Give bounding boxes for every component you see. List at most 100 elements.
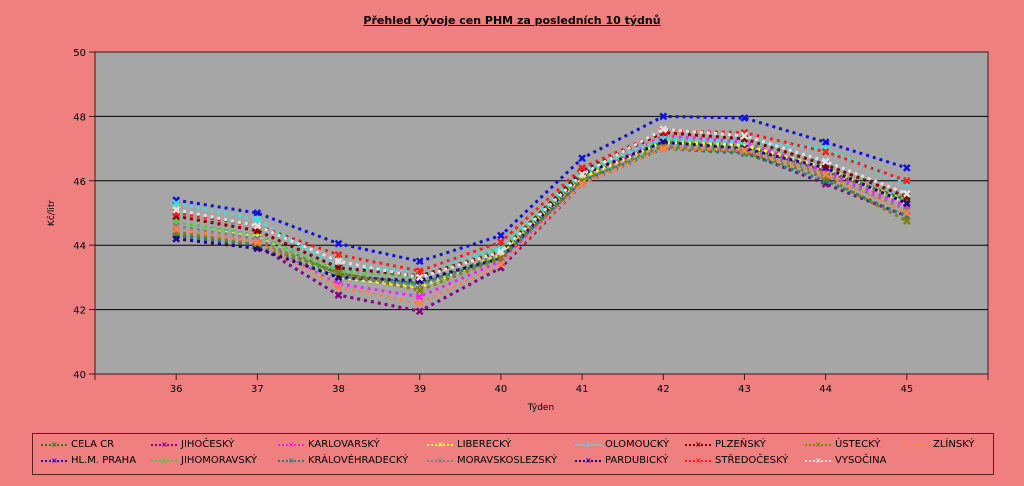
legend-item: × MORAVSKOSLEZSKÝ — [427, 455, 557, 466]
series-line — [175, 137, 908, 279]
legend-swatch-icon: × — [427, 456, 453, 465]
data-point — [334, 268, 343, 277]
legend-swatch-icon: × — [685, 456, 711, 465]
legend-item: × KRÁLOVÉHRADECKÝ — [278, 455, 408, 466]
series-line — [175, 127, 908, 279]
data-point — [253, 215, 262, 224]
legend: × CELA CR × HL.M. PRAHA × JIHOČESKÝ × JIHOMORAV… — [32, 433, 994, 475]
legend-swatch-icon: × — [427, 440, 453, 449]
legend-label: PARDUBICKÝ — [605, 455, 669, 466]
data-point — [172, 225, 181, 233]
series-zl-nsk- — [172, 144, 911, 308]
data-point — [659, 112, 668, 121]
legend-swatch-icon: × — [805, 440, 831, 449]
y-tick-label: 42 — [73, 306, 86, 317]
x-tick-label: 44 — [819, 384, 832, 395]
legend-item: × HL.M. PRAHA — [41, 455, 136, 466]
data-point — [334, 250, 343, 259]
data-point — [497, 238, 505, 246]
data-point — [334, 239, 343, 248]
x-tick-label: 42 — [657, 384, 670, 395]
legend-item: × PLZEŇSKÝ — [685, 439, 766, 450]
legend-swatch-icon: × — [151, 456, 177, 465]
data-point — [497, 260, 505, 269]
data-point — [172, 234, 181, 243]
legend-swatch-icon: × — [575, 456, 601, 465]
legend-swatch-icon: × — [41, 456, 67, 465]
y-tick-label: 44 — [73, 241, 86, 252]
y-tick-label: 50 — [73, 48, 86, 59]
data-point — [415, 257, 424, 266]
data-point — [902, 189, 911, 198]
series-line — [175, 129, 908, 273]
legend-label: LIBERECKÝ — [457, 439, 512, 450]
legend-label: OLOMOUCKÝ — [605, 439, 670, 450]
x-tick-label: 36 — [170, 384, 183, 395]
data-point — [253, 238, 262, 246]
legend-item: × OLOMOUCKÝ — [575, 439, 669, 450]
data-point — [578, 180, 586, 188]
data-point — [740, 114, 749, 122]
data-point — [415, 307, 424, 316]
legend-swatch-icon: × — [685, 440, 711, 449]
data-point — [821, 138, 830, 147]
legend-swatch-icon: × — [805, 456, 831, 465]
y-tick-label: 48 — [73, 112, 86, 123]
x-tick-label: 37 — [251, 384, 264, 395]
series-line — [175, 130, 908, 278]
x-tick-label: 38 — [332, 384, 345, 395]
y-tick-label: 40 — [73, 370, 86, 381]
data-point — [821, 157, 830, 166]
data-point — [821, 147, 830, 156]
legend-swatch-icon: × — [903, 440, 929, 449]
series-line — [176, 140, 908, 283]
legend-label: PLZEŇSKÝ — [715, 439, 766, 450]
legend-item: × ÚSTECKÝ — [805, 439, 880, 450]
legend-item: × PARDUBICKÝ — [575, 455, 668, 466]
x-tick-label: 39 — [413, 384, 426, 395]
data-point — [902, 164, 911, 172]
data-point — [415, 292, 424, 301]
x-axis-label: Týden — [527, 403, 554, 413]
data-point — [497, 247, 505, 256]
series-group — [172, 112, 911, 316]
data-point — [172, 199, 181, 208]
chart-svg: 40 42 44 46 48 50 36 37 38 39 40 41 42 43 44 45 Kč/lit… — [46, 48, 989, 413]
data-point — [578, 154, 586, 163]
legend-label: KRÁLOVÉHRADECKÝ — [308, 455, 409, 466]
data-point — [902, 199, 911, 208]
data-point — [497, 231, 505, 240]
legend-swatch-icon: × — [41, 440, 67, 449]
legend-label: JIHOMORAVSKÝ — [181, 455, 258, 466]
legend-label: CELA CR — [71, 439, 115, 450]
legend-label: HL.M. PRAHA — [71, 455, 137, 466]
legend-label: STŘEDOČESKÝ — [715, 455, 789, 466]
data-point — [740, 131, 749, 140]
legend-label: ZLÍNSKÝ — [933, 439, 975, 450]
legend-item: × VYSOČINA — [805, 455, 886, 466]
legend-swatch-icon: × — [575, 440, 601, 449]
data-point — [902, 176, 911, 185]
series-vyso-ina — [172, 125, 911, 282]
data-point — [821, 170, 830, 179]
data-point — [902, 209, 911, 217]
legend-item: × JIHOČESKÝ — [151, 439, 234, 450]
legend-item: × JIHOMORAVSKÝ — [151, 455, 257, 466]
data-point — [334, 291, 343, 299]
x-tick-label: 43 — [738, 384, 751, 395]
series-line — [175, 114, 908, 263]
legend-item: × KARLOVARSKÝ — [278, 439, 380, 450]
grid-lines — [95, 115, 988, 311]
legend-label: MORAVSKOSLEZSKÝ — [457, 455, 558, 466]
data-point — [740, 146, 749, 155]
data-point — [334, 257, 343, 266]
legend-item: × STŘEDOČESKÝ — [685, 455, 788, 466]
data-point — [497, 254, 505, 262]
legend-item: × ZLÍNSKÝ — [903, 439, 975, 450]
x-axis: 36 37 38 39 40 41 42 43 44 45 — [94, 373, 989, 395]
chart-title: Přehled vývoje cen PHM za posledních 10 … — [363, 14, 661, 27]
legend-item: × LIBERECKÝ — [427, 439, 511, 450]
data-point — [415, 299, 424, 308]
data-point — [253, 209, 262, 217]
data-point — [415, 286, 424, 295]
